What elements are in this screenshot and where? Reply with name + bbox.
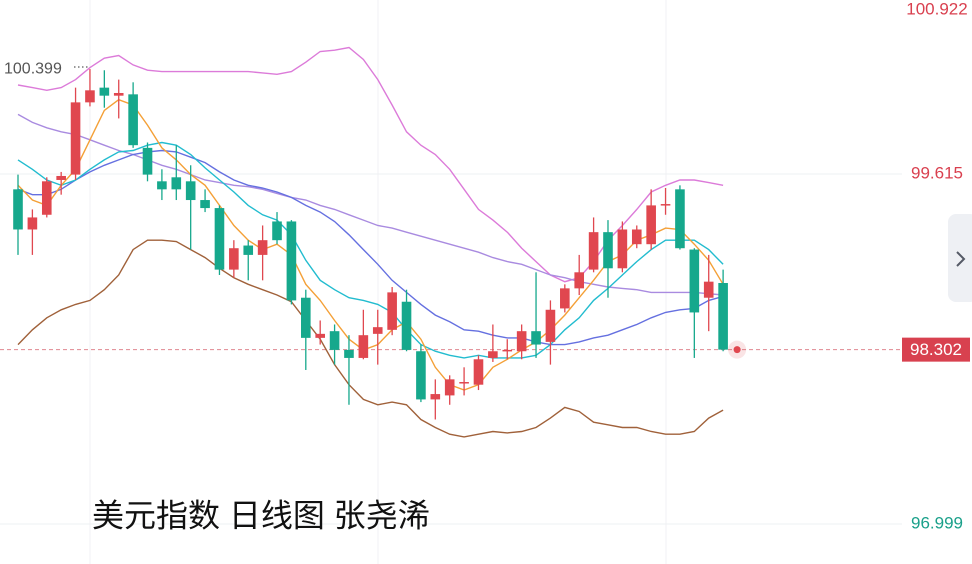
labels: 100.922 99.615 96.999 100.399 98.302 <box>4 0 970 532</box>
candle-body <box>358 335 369 358</box>
candle-body <box>329 331 340 350</box>
candle-body <box>257 240 268 255</box>
candle-body <box>387 292 397 330</box>
candle-body <box>545 309 556 342</box>
candle-body <box>502 349 513 352</box>
candle-body <box>488 351 498 358</box>
grid <box>0 173 902 525</box>
indicator-line <box>17 141 724 359</box>
candle-body <box>171 177 182 190</box>
candle-body <box>229 248 239 270</box>
candle-body <box>99 87 110 96</box>
candle-body <box>444 379 455 396</box>
candle-body <box>272 221 282 241</box>
candle-body <box>41 181 52 215</box>
y-tick-label: 100.922 <box>906 0 967 18</box>
candle-body <box>617 229 628 269</box>
candle-body <box>675 189 685 249</box>
candle-body <box>473 359 484 385</box>
candle-body <box>85 90 95 103</box>
candle-body <box>660 204 671 206</box>
candle-body <box>113 92 124 96</box>
candle-body <box>646 205 656 245</box>
chart-title: 美元指数 日线图 张尧浠 <box>92 497 430 533</box>
candle-body <box>315 333 325 338</box>
last-price-box <box>902 337 970 362</box>
candle-body <box>459 382 469 384</box>
candle-body <box>70 102 81 175</box>
indicator-line <box>17 46 724 283</box>
max-price-label: 100.399 <box>4 60 62 77</box>
candle-body <box>214 208 225 270</box>
candle-body <box>531 331 541 345</box>
candles <box>13 69 728 420</box>
indicator-line <box>17 113 724 296</box>
candle-body <box>142 147 153 175</box>
candle-body <box>243 245 254 255</box>
last-price-label: 98.302 <box>910 340 962 359</box>
candle-body <box>603 232 613 269</box>
candle-body <box>689 249 700 313</box>
candle-body <box>416 351 426 400</box>
button-background[interactable] <box>948 214 972 302</box>
candle-body <box>128 94 138 146</box>
candle-body <box>588 232 599 270</box>
candle-body <box>631 229 642 245</box>
candle-body <box>185 181 196 201</box>
candle-body <box>56 175 66 180</box>
candle-body <box>560 288 570 309</box>
candle-body <box>372 327 383 334</box>
indicator-line <box>17 98 724 391</box>
candle-body <box>401 301 412 350</box>
indicator-lines <box>17 46 724 438</box>
candle-body <box>516 331 527 352</box>
y-tick-label: 99.615 <box>911 163 963 182</box>
candle-body <box>430 394 441 400</box>
candle-body <box>718 283 728 350</box>
candle-body <box>200 200 210 209</box>
candle-body <box>301 297 311 338</box>
last-price-dot <box>733 346 741 354</box>
y-tick-label: 96.999 <box>911 513 963 532</box>
indicator-line <box>17 149 724 346</box>
scroll-right-button[interactable] <box>948 214 972 302</box>
candle-body <box>157 181 167 190</box>
candle-body <box>27 217 38 230</box>
chevron-icon[interactable] <box>956 251 966 267</box>
candle-body <box>286 221 297 301</box>
indicator-line <box>17 239 724 438</box>
candle-body <box>13 189 23 230</box>
candle-body <box>703 281 714 298</box>
candle-body <box>344 349 354 358</box>
candle-body <box>574 272 585 289</box>
